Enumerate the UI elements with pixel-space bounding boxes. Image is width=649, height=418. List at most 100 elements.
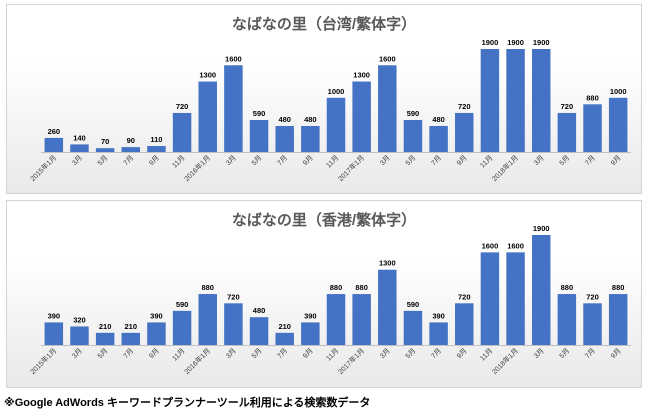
x-tick-label: 7月 bbox=[276, 154, 289, 167]
data-label: 720 bbox=[458, 102, 471, 111]
x-tick-label: 11月 bbox=[325, 154, 341, 170]
data-label: 1600 bbox=[225, 54, 242, 63]
x-tick-label: 2017年1月 bbox=[336, 153, 366, 183]
data-label: 1900 bbox=[507, 38, 524, 47]
data-label: 880 bbox=[201, 283, 214, 292]
bar bbox=[198, 81, 217, 152]
x-tick-label: 5月 bbox=[250, 347, 263, 360]
bar bbox=[44, 322, 64, 345]
x-tick-label: 7月 bbox=[122, 154, 135, 167]
data-label: 1000 bbox=[328, 87, 345, 96]
x-tick-label: 2015年1月 bbox=[28, 153, 58, 183]
bar bbox=[378, 65, 397, 152]
data-label: 110 bbox=[150, 135, 162, 144]
data-label: 480 bbox=[304, 115, 317, 124]
bar bbox=[352, 81, 371, 152]
data-label: 390 bbox=[432, 311, 445, 320]
data-label: 210 bbox=[278, 322, 291, 331]
x-tick-label: 3月 bbox=[224, 347, 237, 360]
x-tick-label: 5月 bbox=[558, 347, 571, 360]
data-label: 1300 bbox=[353, 71, 370, 80]
x-tick-label: 5月 bbox=[404, 347, 417, 360]
x-tick-label: 2018年1月 bbox=[490, 153, 520, 183]
chart-title: なばなの里（台湾/繁体字） bbox=[232, 15, 416, 33]
chart-panel-hongkong: なばなの里（香港/繁体字） 390 2015年1月 320 3月 210 5月 210 7月 39… bbox=[6, 200, 642, 388]
x-tick-label: 7月 bbox=[430, 347, 443, 360]
bar bbox=[198, 294, 217, 345]
data-label: 590 bbox=[407, 300, 420, 309]
chart-panel-taiwan: なばなの里（台湾/繁体字） 260 2015年1月 140 3月 70 5月 90 7月 110 9… bbox=[6, 4, 642, 194]
x-tick-label: 3月 bbox=[378, 347, 391, 360]
x-tick-label: 2016年1月 bbox=[182, 153, 212, 183]
x-tick-label: 7月 bbox=[584, 154, 597, 167]
bar bbox=[301, 322, 320, 345]
x-tick-label: 9月 bbox=[609, 154, 622, 167]
x-tick-label: 5月 bbox=[558, 154, 571, 167]
x-tick-label: 9月 bbox=[455, 154, 468, 167]
bar bbox=[275, 332, 294, 345]
data-label: 590 bbox=[176, 300, 189, 309]
x-tick-label: 5月 bbox=[404, 154, 417, 167]
x-tick-label: 3月 bbox=[378, 154, 391, 167]
data-label: 480 bbox=[432, 115, 445, 124]
data-label: 720 bbox=[176, 102, 189, 111]
x-tick-label: 2015年1月 bbox=[28, 346, 58, 376]
x-tick-label: 9月 bbox=[455, 347, 468, 360]
bar bbox=[275, 125, 294, 152]
x-tick-label: 3月 bbox=[71, 347, 84, 360]
data-label: 1300 bbox=[199, 71, 216, 80]
bar bbox=[95, 332, 115, 345]
bar bbox=[429, 322, 448, 345]
data-label: 390 bbox=[304, 311, 317, 320]
bar bbox=[403, 310, 423, 345]
bar bbox=[506, 252, 525, 345]
x-tick-label: 2018年1月 bbox=[490, 346, 520, 376]
bar bbox=[326, 294, 346, 345]
x-tick-label: 5月 bbox=[250, 154, 263, 167]
data-label: 90 bbox=[127, 136, 135, 145]
data-label: 880 bbox=[330, 283, 343, 292]
x-tick-label: 11月 bbox=[171, 154, 187, 170]
data-label: 880 bbox=[612, 283, 625, 292]
bar bbox=[326, 97, 346, 152]
bar bbox=[147, 322, 166, 345]
bar bbox=[608, 294, 628, 345]
bar bbox=[224, 303, 243, 345]
x-tick-label: 5月 bbox=[96, 154, 109, 167]
data-label: 1900 bbox=[533, 38, 550, 47]
bar-chart-taiwan: なばなの里（台湾/繁体字） 260 2015年1月 140 3月 70 5月 90 7月 110 9… bbox=[28, 15, 631, 183]
x-tick-label: 3月 bbox=[532, 154, 545, 167]
bar bbox=[480, 49, 500, 152]
data-label: 480 bbox=[253, 306, 266, 315]
bar bbox=[557, 112, 577, 152]
data-label: 390 bbox=[48, 311, 61, 320]
x-tick-label: 2016年1月 bbox=[182, 346, 212, 376]
bar bbox=[147, 146, 166, 152]
data-label: 1600 bbox=[507, 241, 524, 250]
data-label: 720 bbox=[227, 292, 240, 301]
x-tick-label: 11月 bbox=[479, 154, 495, 170]
bar bbox=[352, 294, 371, 345]
bar bbox=[531, 235, 551, 345]
bar bbox=[70, 326, 89, 345]
x-tick-label: 3月 bbox=[71, 154, 84, 167]
bar bbox=[121, 332, 141, 345]
bar-chart-hongkong: なばなの里（香港/繁体字） 390 2015年1月 320 3月 210 5月 210 7月 39… bbox=[28, 211, 631, 376]
bar bbox=[249, 317, 269, 345]
x-tick-label: 11月 bbox=[479, 347, 495, 363]
data-label: 260 bbox=[48, 127, 61, 136]
data-label: 210 bbox=[125, 322, 138, 331]
bar bbox=[557, 294, 577, 345]
bar bbox=[531, 49, 551, 152]
data-label: 480 bbox=[278, 115, 291, 124]
bar bbox=[583, 104, 602, 152]
bar bbox=[95, 148, 115, 152]
bar bbox=[121, 147, 141, 152]
x-tick-label: 7月 bbox=[430, 154, 443, 167]
x-tick-label: 3月 bbox=[532, 347, 545, 360]
bar bbox=[301, 125, 320, 152]
data-label: 320 bbox=[73, 315, 86, 324]
bar bbox=[455, 112, 474, 152]
data-label: 590 bbox=[253, 109, 266, 118]
bar bbox=[403, 120, 423, 152]
